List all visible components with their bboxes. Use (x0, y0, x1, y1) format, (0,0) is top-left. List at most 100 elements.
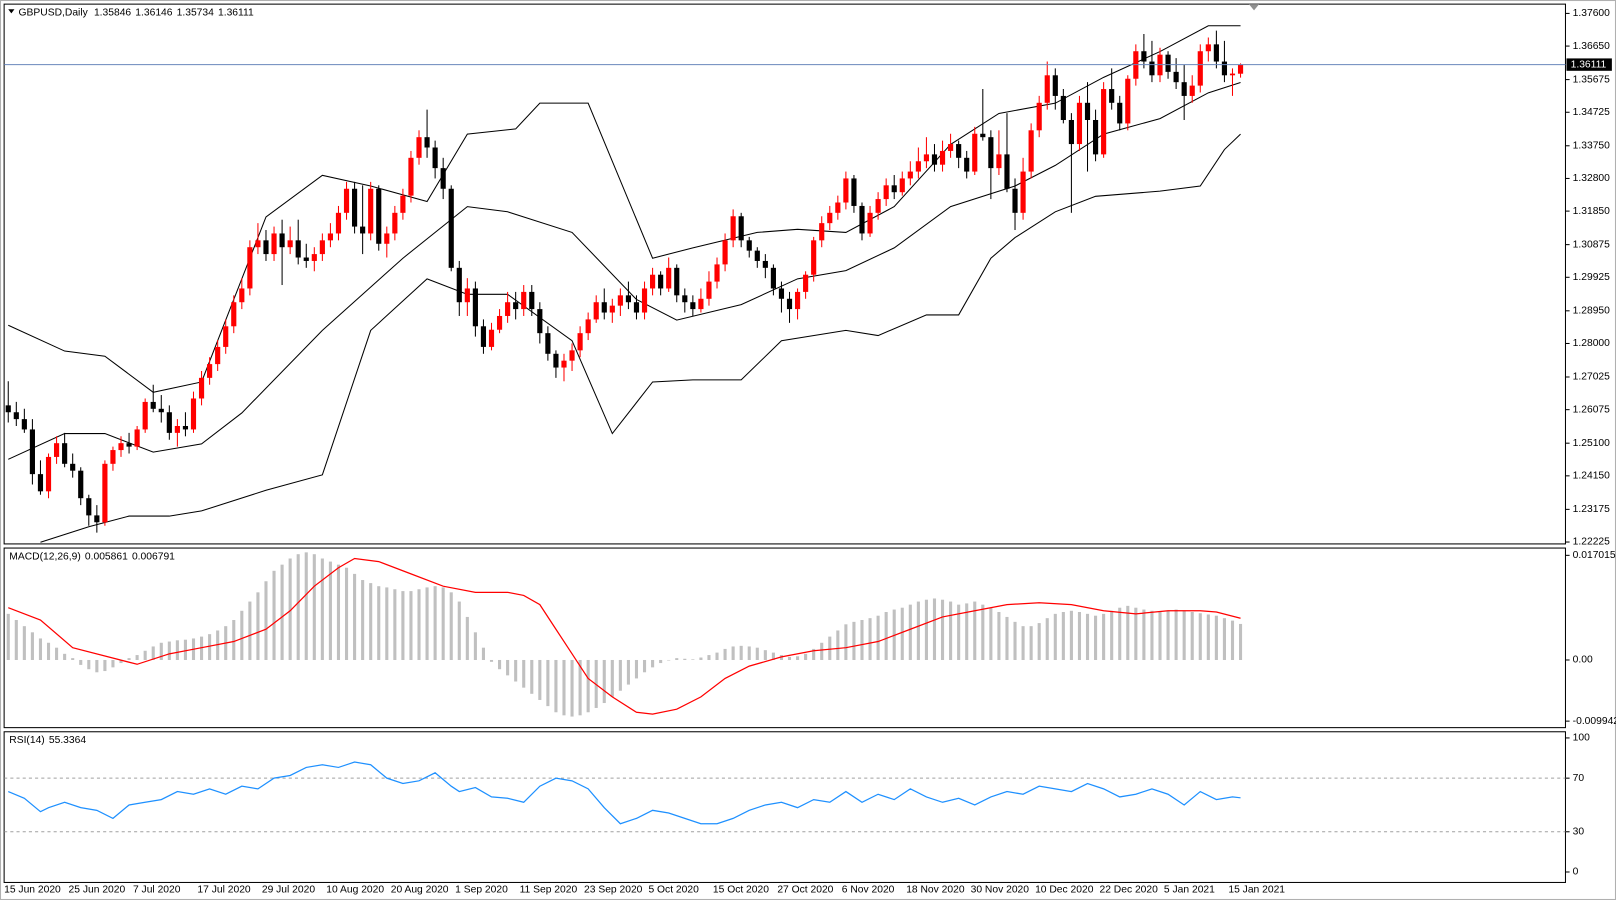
candle-body (754, 250, 760, 261)
candle-body (62, 443, 68, 464)
candle-body (601, 302, 607, 313)
macd-bar (119, 659, 123, 664)
candle-body (424, 137, 430, 148)
y-tick-label: 0.017015 (1573, 550, 1616, 561)
macd-bar (46, 642, 51, 660)
candle-body (698, 298, 704, 310)
macd-bar (111, 659, 115, 668)
candle-body (13, 412, 19, 420)
macd-bar (498, 659, 502, 670)
candle-body (360, 226, 366, 234)
macd-bar (336, 564, 341, 660)
candle-body (658, 274, 664, 289)
candle-body (690, 302, 696, 310)
candle-body (126, 443, 132, 447)
y-tick-label: 1.23175 (1573, 504, 1610, 515)
macd-bar (22, 626, 26, 660)
signal-value: 0.006791 (132, 551, 175, 562)
candle-body (883, 185, 889, 200)
macd-bar (465, 616, 469, 660)
candle-body (585, 319, 591, 334)
macd-bar (312, 554, 316, 660)
candle-body (521, 291, 527, 310)
macd-bar (522, 659, 526, 688)
candle-body (1237, 64, 1244, 74)
candle-body (1117, 102, 1123, 124)
macd-bar (924, 599, 928, 660)
macd-bar (151, 646, 155, 660)
candle-body (53, 443, 60, 457)
macd-bar (344, 567, 349, 660)
band-middle (8, 82, 1241, 460)
candle-body (1229, 73, 1236, 76)
macd-bar (1238, 623, 1243, 660)
y-tick-label: 1.22225 (1573, 537, 1610, 548)
macd-bar (240, 610, 244, 660)
candle-body (907, 171, 913, 179)
candle-body (263, 240, 269, 255)
macd-bar (1021, 626, 1025, 660)
open: 1.35846 (94, 7, 131, 18)
candle-body (891, 185, 897, 193)
macd-bar (570, 659, 574, 717)
macd-bar (812, 648, 816, 660)
x-tick-label: 17 Jul 2020 (197, 884, 250, 895)
candle-body (392, 212, 398, 234)
macd-bar (6, 613, 10, 660)
macd-bar (916, 601, 920, 660)
candle-body (996, 154, 1002, 169)
candle-body (45, 456, 52, 492)
candle-body (215, 346, 221, 365)
candle-body (706, 281, 712, 299)
macd-bar (1077, 612, 1082, 660)
macd-panel (3, 547, 1566, 729)
candle-body (1173, 71, 1179, 83)
candle-body (1052, 75, 1058, 96)
candle-body (1213, 44, 1219, 62)
macd-bar (127, 658, 131, 660)
macd-bar (723, 648, 727, 660)
candle-body (384, 233, 390, 244)
candle-body (432, 147, 438, 169)
candle-body (488, 329, 495, 347)
candle-body (513, 302, 519, 310)
shift-marker (1248, 4, 1260, 11)
candle-body (303, 257, 309, 261)
candle-body (956, 144, 962, 158)
candle-body (1165, 54, 1171, 72)
macd-bar (852, 621, 856, 660)
macd-bar (393, 589, 397, 660)
macd-title: MACD(12,26,9) (9, 551, 81, 562)
macd-bar (949, 601, 953, 660)
candle-body (198, 377, 205, 399)
macd-bar (1230, 620, 1235, 660)
macd-bar (715, 652, 719, 660)
macd-bar (586, 659, 590, 713)
macd-bar (932, 598, 937, 660)
y-tick-label: 1.28950 (1573, 306, 1610, 317)
macd-bar (320, 558, 324, 660)
macd-bar (514, 659, 518, 682)
macd-bar (973, 601, 977, 660)
candle-body (1028, 130, 1034, 172)
candle-body (1189, 85, 1195, 96)
macd-bar (425, 587, 429, 660)
candle-body (593, 302, 599, 320)
y-tick-label: 0 (1573, 867, 1579, 878)
x-tick-label: 27 Oct 2020 (777, 884, 833, 895)
macd-bar (763, 650, 767, 660)
macd-bar (280, 564, 284, 660)
candle-body (545, 333, 551, 354)
macd-bar (876, 615, 880, 660)
macd-bar (675, 658, 679, 660)
candle-body (5, 405, 11, 413)
candle-body (980, 133, 986, 138)
macd-bar (1094, 615, 1098, 660)
macd-bar (103, 659, 107, 672)
macd-bar (135, 655, 139, 660)
y-tick-label: 1.31850 (1573, 206, 1610, 217)
candle-body (480, 326, 487, 347)
macd-bar (860, 620, 864, 660)
candle-body (899, 178, 905, 193)
